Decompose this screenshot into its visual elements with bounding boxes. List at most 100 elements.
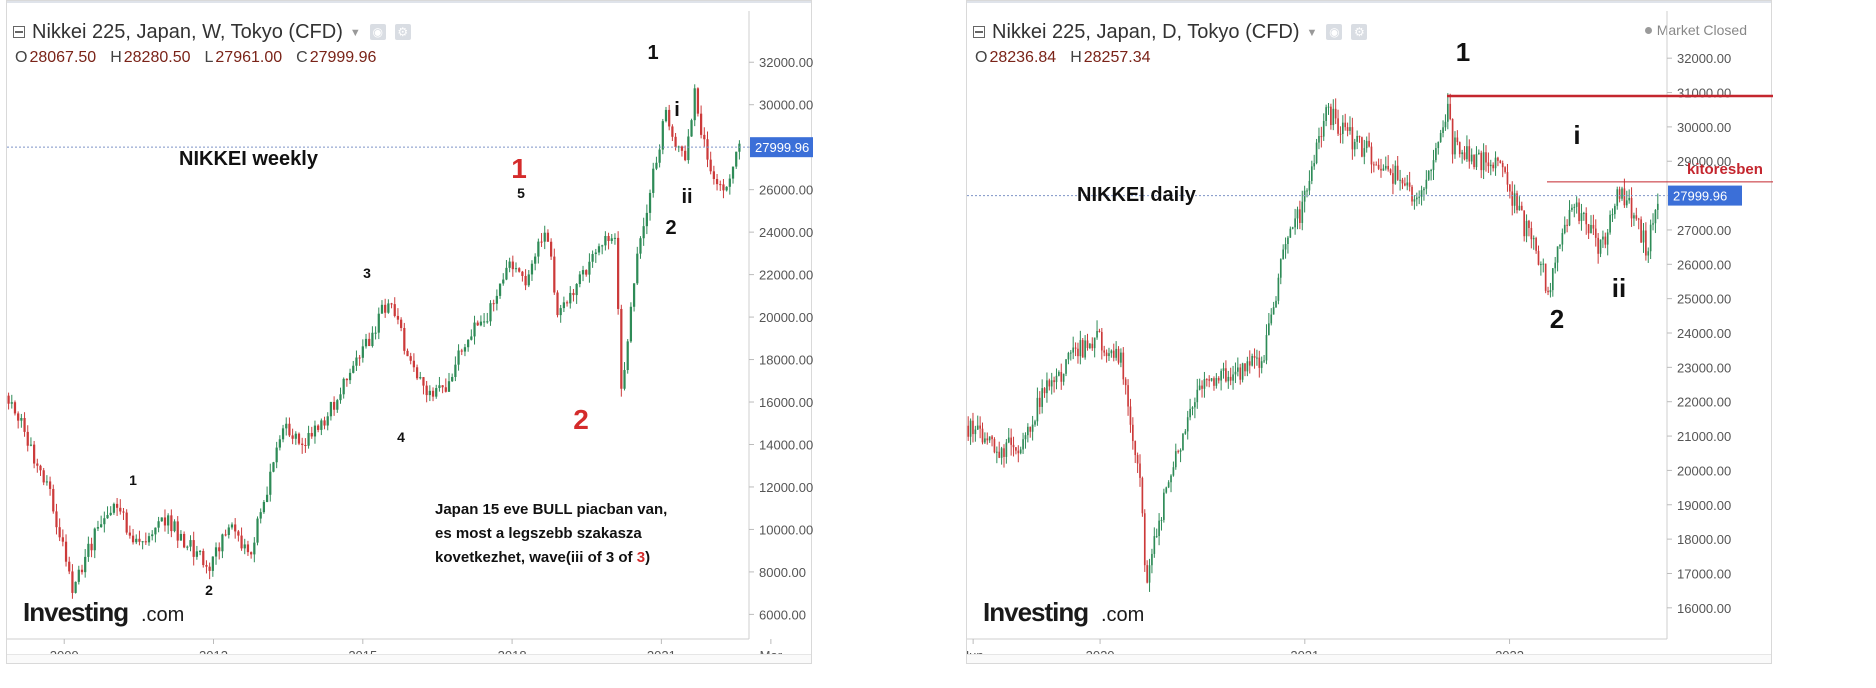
- candle-body: [409, 356, 412, 361]
- candle-body: [565, 302, 569, 304]
- candle-body: [285, 423, 288, 429]
- candle-body: [122, 511, 125, 513]
- candle-body: [1318, 136, 1320, 143]
- chevron-down-icon[interactable]: ▼: [1306, 27, 1318, 39]
- eye-icon[interactable]: ◉: [369, 24, 386, 40]
- candle-body: [1124, 379, 1127, 386]
- candle-body: [502, 279, 505, 284]
- panel-top-bar: [7, 1, 811, 3]
- candle-body: [1487, 162, 1490, 167]
- candle-body: [1277, 277, 1280, 301]
- market-status-text: Market Closed: [1656, 22, 1747, 38]
- candle-body: [1134, 441, 1137, 456]
- weekly-candlestick-chart[interactable]: 32000.0030000.0028000.0026000.0024000.00…: [7, 1, 813, 665]
- candle-body: [329, 401, 333, 417]
- candle-body: [1208, 379, 1211, 381]
- candle-body: [1067, 353, 1070, 360]
- candle-body: [1170, 475, 1172, 483]
- candle-body: [1446, 103, 1449, 122]
- y-tick-label: 22000.00: [759, 268, 813, 283]
- candle-body: [1194, 402, 1196, 408]
- candle-body: [617, 237, 620, 309]
- candle-body: [1599, 239, 1602, 254]
- candle-body: [112, 503, 116, 513]
- candle-body: [403, 327, 406, 351]
- candle-body: [390, 303, 393, 305]
- candle-body: [230, 524, 234, 528]
- eye-icon[interactable]: ◉: [1326, 24, 1343, 40]
- candle-body: [428, 390, 431, 396]
- y-tick-label: 12000.00: [759, 480, 813, 495]
- gear-icon[interactable]: ⚙: [1351, 24, 1368, 40]
- candle-body: [1363, 148, 1366, 157]
- candle-body: [1217, 377, 1220, 381]
- candle-body: [1497, 157, 1499, 161]
- candle-body: [1637, 218, 1640, 220]
- candle-body: [1160, 519, 1163, 521]
- candle-body: [320, 420, 323, 430]
- candle-body: [1621, 188, 1623, 199]
- candle-body: [482, 321, 486, 323]
- candle-body: [1492, 164, 1494, 169]
- candle-body: [1041, 388, 1044, 407]
- candle-body: [671, 126, 674, 137]
- candle-body: [1060, 371, 1063, 382]
- candle-body: [441, 385, 444, 388]
- panel-top-bar: [967, 1, 1771, 3]
- candle-body: [1287, 237, 1289, 245]
- daily-candlestick-chart[interactable]: 32000.0031000.0030000.0029000.0028000.00…: [967, 1, 1773, 665]
- high-value: 28257.34: [1083, 49, 1151, 66]
- investing-logo-suffix: .com: [1101, 604, 1144, 626]
- status-dot-icon: [1644, 26, 1652, 34]
- candle-body: [575, 283, 578, 296]
- candle-body: [33, 444, 36, 464]
- candle-body: [1494, 157, 1497, 169]
- candle-body: [317, 425, 320, 430]
- candle-body: [1265, 335, 1268, 361]
- candle-body: [1141, 477, 1144, 514]
- candle-body: [192, 540, 195, 557]
- candle-body: [1222, 368, 1225, 371]
- candle-body: [1015, 447, 1017, 451]
- candle-body: [1155, 536, 1158, 538]
- candle-body: [250, 552, 253, 555]
- candle-body: [396, 315, 400, 320]
- candle-body: [1540, 264, 1542, 266]
- candle-body: [1544, 263, 1547, 291]
- candle-body: [348, 372, 352, 381]
- candle-body: [1618, 189, 1621, 199]
- wave-label: 5: [517, 185, 525, 201]
- candle-body: [1439, 133, 1442, 142]
- candle-body: [562, 302, 565, 309]
- candle-body: [690, 120, 693, 137]
- candle-body: [377, 313, 380, 333]
- candle-body: [703, 134, 706, 140]
- candle-body: [1098, 330, 1101, 333]
- candle-body: [623, 370, 626, 389]
- candle-body: [1012, 444, 1015, 448]
- candle-body: [1341, 122, 1344, 134]
- candle-body: [1616, 189, 1619, 206]
- candle-body: [1122, 352, 1125, 380]
- gear-icon[interactable]: ⚙: [394, 24, 411, 40]
- candle-body: [1642, 230, 1645, 243]
- candle-body: [1251, 355, 1253, 366]
- chevron-down-icon[interactable]: ▼: [349, 27, 361, 39]
- candle-body: [1325, 107, 1327, 121]
- candle-body: [1401, 179, 1404, 184]
- collapse-icon[interactable]: [13, 26, 25, 38]
- candle-body: [556, 292, 559, 316]
- candle-body: [1313, 163, 1316, 167]
- candle-body: [731, 166, 735, 179]
- y-tick-label: 23000.00: [1677, 360, 1731, 375]
- candle-body: [1382, 168, 1385, 171]
- y-tick-label: 30000.00: [1677, 120, 1731, 135]
- candle-body: [326, 416, 329, 426]
- y-tick-label: 17000.00: [1677, 566, 1731, 581]
- wave-label: 1: [129, 472, 137, 488]
- y-tick-label: 21000.00: [1677, 429, 1731, 444]
- candle-body: [13, 402, 17, 414]
- candle-body: [1201, 385, 1203, 389]
- collapse-icon[interactable]: [973, 26, 985, 38]
- candle-body: [1103, 350, 1106, 353]
